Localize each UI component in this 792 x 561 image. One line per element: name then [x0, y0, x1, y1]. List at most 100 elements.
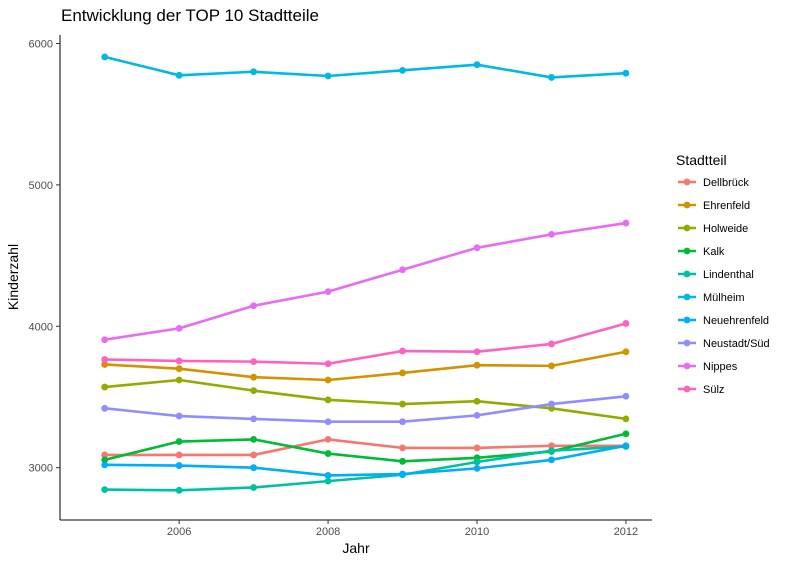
data-point — [175, 376, 183, 384]
legend-key-point — [683, 224, 691, 232]
legend-key-point — [683, 316, 691, 324]
data-point — [324, 450, 332, 457]
x-axis-ticks: 2006 2008 2010 2012 — [167, 520, 638, 538]
legend-key-point — [683, 293, 691, 301]
legend-items: Dellbrück Ehrenfeld Holweide Kalk Lindenthal… — [678, 177, 770, 396]
data-point — [622, 69, 630, 77]
legend-item: Neuehrenfeld — [678, 315, 769, 327]
series-line — [104, 55, 627, 79]
legend-label: Lindenthal — [703, 269, 754, 281]
data-point — [548, 74, 555, 81]
data-point — [473, 444, 481, 452]
series-line — [104, 432, 627, 463]
data-point — [399, 418, 406, 426]
data-point — [622, 415, 630, 423]
chart-title: Entwicklung der TOP 10 Stadtteile — [61, 6, 319, 25]
data-point — [250, 373, 258, 381]
data-point — [101, 336, 109, 344]
data-point — [250, 387, 258, 395]
x-tick-label: 2006 — [167, 526, 191, 538]
data-point — [399, 400, 406, 408]
data-point — [399, 66, 406, 74]
data-point — [101, 461, 109, 469]
data-point — [548, 230, 555, 238]
data-point — [399, 457, 406, 465]
legend-key-point — [683, 247, 691, 255]
data-point — [250, 358, 258, 366]
legend-label: Nippes — [703, 361, 738, 373]
legend-item: Nippes — [678, 361, 738, 373]
data-point — [399, 444, 406, 452]
series-m-lheim — [101, 53, 630, 81]
data-point — [250, 464, 258, 472]
data-point — [175, 462, 183, 469]
data-point — [101, 53, 109, 61]
data-point — [250, 451, 258, 459]
data-point — [473, 464, 481, 472]
legend-label: Dellbrück — [703, 177, 749, 189]
data-point — [250, 68, 258, 76]
data-point — [622, 442, 630, 450]
series-line — [104, 322, 627, 366]
y-tick-label: 6000 — [29, 38, 53, 50]
series-line — [104, 221, 627, 342]
data-point — [399, 266, 406, 274]
data-point — [473, 411, 481, 419]
data-point — [324, 360, 332, 368]
legend-key-point — [683, 385, 691, 393]
data-point — [548, 456, 555, 464]
series-line — [104, 444, 627, 477]
legend-label: Holweide — [703, 223, 748, 235]
data-point — [101, 456, 109, 464]
data-point — [175, 451, 183, 459]
data-point — [101, 361, 109, 368]
series-neuehrenfeld — [101, 442, 630, 479]
legend-item: Mülheim — [678, 292, 745, 304]
plot-area: 2006 2008 2010 2012 3000 4000 5000 6000 — [29, 35, 652, 538]
series-s-lz — [101, 320, 630, 368]
y-axis-ticks: 3000 4000 5000 6000 — [29, 38, 60, 475]
legend: Stadtteil Dellbrück Ehrenfeld Holweide Kalk… — [676, 152, 770, 396]
data-point — [175, 357, 183, 365]
data-point — [324, 288, 332, 296]
data-point — [473, 397, 481, 405]
data-point — [548, 447, 555, 455]
legend-key-point — [683, 339, 691, 347]
data-point — [250, 415, 258, 423]
series-neustadt-s-d — [101, 392, 630, 426]
data-point — [175, 438, 183, 445]
legend-label: Neustadt/Süd — [703, 338, 770, 350]
data-point — [473, 61, 481, 69]
data-point — [622, 348, 630, 356]
legend-item: Kalk — [678, 246, 725, 258]
legend-key-point — [683, 201, 691, 209]
series-line — [104, 394, 627, 424]
data-point — [473, 348, 481, 356]
data-point — [101, 451, 109, 459]
data-point — [101, 383, 109, 391]
legend-key-point — [683, 178, 691, 186]
legend-key-point — [683, 270, 691, 278]
x-axis-title: Jahr — [342, 540, 370, 556]
data-point — [324, 472, 332, 479]
y-tick-label: 5000 — [29, 180, 53, 192]
x-tick-label: 2008 — [316, 526, 340, 538]
data-point — [324, 72, 332, 80]
data-point — [622, 320, 630, 327]
legend-item: Dellbrück — [678, 177, 749, 189]
data-point — [548, 400, 555, 408]
x-tick-label: 2012 — [614, 526, 638, 538]
legend-key-point — [683, 362, 691, 370]
data-point — [324, 376, 332, 384]
y-axis-title: Kinderzahl — [5, 244, 21, 310]
data-point — [250, 484, 258, 491]
data-point — [324, 418, 332, 426]
data-point — [324, 396, 332, 404]
data-point — [548, 442, 555, 450]
data-point — [101, 486, 109, 493]
series-line — [104, 378, 627, 421]
data-point — [175, 365, 183, 373]
data-point — [101, 356, 109, 363]
data-point — [175, 71, 183, 79]
legend-label: Neuehrenfeld — [703, 315, 769, 327]
